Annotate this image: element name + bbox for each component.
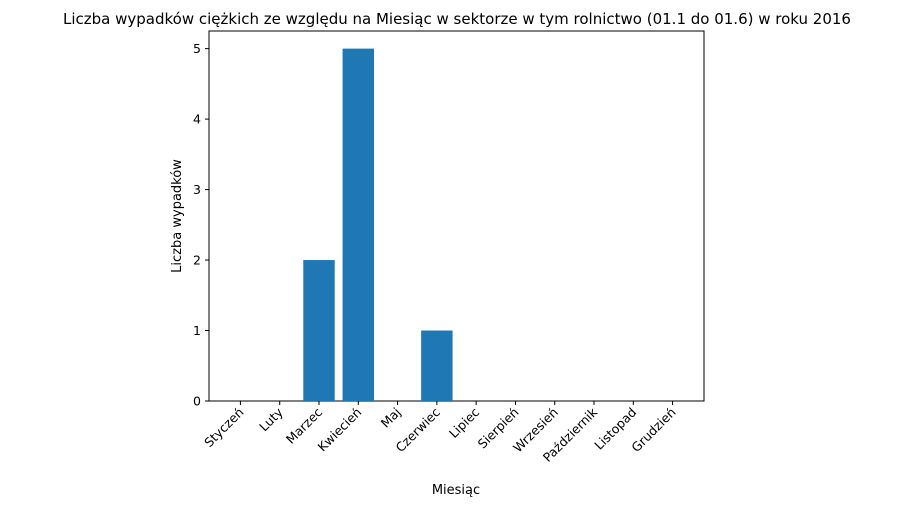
bar-marzec — [303, 260, 335, 401]
bar-czerwiec — [421, 330, 453, 401]
y-tick-label: 5 — [193, 41, 201, 56]
plot-frame — [208, 30, 705, 402]
y-tick-label: 2 — [193, 253, 201, 268]
y-tick-label: 0 — [193, 394, 201, 409]
bar-kwiecień — [342, 48, 374, 401]
y-axis-label: Liczba wypadków — [170, 159, 185, 273]
y-tick-label: 1 — [193, 323, 201, 338]
x-tick-label: Maj — [378, 405, 404, 431]
chart-title: Liczba wypadków ciężkich ze względu na M… — [63, 10, 851, 28]
x-axis-label: Miesiąc — [432, 483, 480, 498]
x-tick-label: Kwiecień — [315, 405, 365, 455]
y-tick-label: 4 — [193, 112, 201, 127]
x-tick-label: Lipiec — [446, 404, 482, 440]
x-tick-label: Styczeń — [201, 405, 246, 450]
y-tick-label: 3 — [193, 182, 201, 197]
x-tick-label: Luty — [256, 404, 286, 434]
y-axis: 0 1 2 3 4 5 — [193, 41, 209, 409]
bars — [303, 48, 453, 401]
